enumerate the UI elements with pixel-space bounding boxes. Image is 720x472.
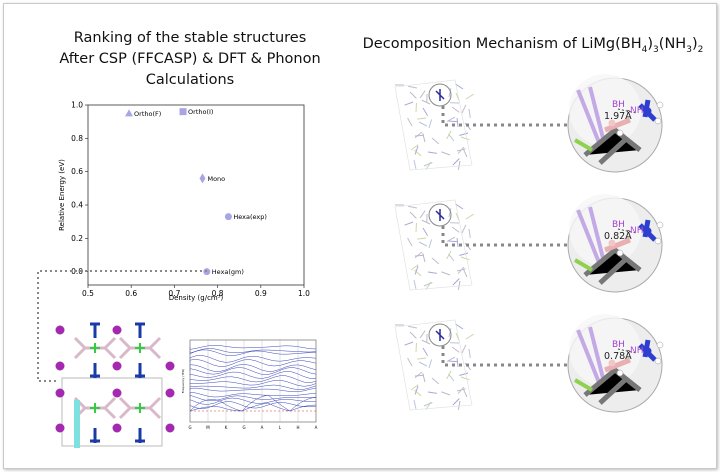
k-point-label: K bbox=[225, 425, 228, 430]
x-tick-label: 0.5 bbox=[82, 289, 94, 298]
left-title-line-2: After CSP (FFCASP) & DFT & Phonon bbox=[59, 51, 321, 67]
x-axis-label: Density (g/cm³) bbox=[169, 294, 224, 302]
bh-label: BH bbox=[612, 100, 625, 110]
data-point-label: Hexa(exp) bbox=[233, 213, 267, 221]
y-tick-label: 0.0 bbox=[71, 267, 83, 276]
title-text: Decomposition Mechanism of LiMg(BH bbox=[362, 36, 642, 52]
y-tick-label: 0.4 bbox=[71, 201, 83, 210]
focus-circle bbox=[428, 323, 452, 347]
data-point-label: Hexa(gm) bbox=[212, 268, 244, 276]
k-point-label: G bbox=[242, 425, 245, 430]
data-point-label: Ortho(I) bbox=[188, 108, 213, 116]
y-tick-label: 0.6 bbox=[71, 167, 83, 176]
bond-distance-line bbox=[617, 348, 637, 354]
bond-distance-label: 0.82Å bbox=[604, 230, 632, 242]
nh-label: NH bbox=[630, 226, 644, 236]
x-tick-label: 0.6 bbox=[125, 289, 137, 298]
k-point-label: A bbox=[261, 425, 264, 430]
acoustic-branch bbox=[189, 402, 317, 412]
bond-distance-line bbox=[617, 108, 637, 114]
data-point-ortho-f bbox=[125, 109, 134, 117]
data-point-ortho-i bbox=[179, 108, 187, 116]
k-point-label: A bbox=[315, 425, 318, 430]
unit-cell bbox=[61, 377, 163, 447]
phonon-band bbox=[189, 379, 317, 387]
x-tick-label: 0.7 bbox=[168, 289, 180, 298]
title-text: ) bbox=[647, 36, 654, 52]
y-axis-label: Relative Energy (eV) bbox=[58, 159, 66, 231]
title-text: (NH bbox=[658, 36, 687, 52]
snapshot-3: BH NH0.78Å bbox=[394, 314, 664, 413]
bond-distance-line bbox=[617, 228, 637, 234]
k-point-label: M bbox=[206, 425, 210, 430]
y-tick-label: 0.2 bbox=[71, 234, 83, 243]
phonon-band bbox=[189, 345, 317, 350]
k-point-label: H bbox=[296, 425, 299, 430]
snapshot-crystal bbox=[394, 199, 474, 291]
plot-frame bbox=[87, 104, 305, 286]
focus-circle bbox=[428, 203, 452, 227]
right-panel-title: Decomposition Mechanism of LiMg(BH4)3(NH… bbox=[358, 36, 708, 55]
snapshot-1: BH NH1.97Å bbox=[394, 74, 664, 173]
bh-label: BH bbox=[612, 220, 625, 230]
y-tick-label: 0.8 bbox=[71, 134, 83, 143]
nh-label: NH bbox=[630, 106, 644, 116]
magnified-sphere: BH NH0.82Å bbox=[567, 194, 664, 293]
title-subscript: 2 bbox=[697, 44, 704, 55]
phonon-band bbox=[189, 364, 317, 372]
nh-label: NH bbox=[630, 346, 644, 356]
left-title-line-3: Calculations bbox=[145, 72, 235, 88]
phonon-band bbox=[189, 375, 317, 383]
snapshot-crystal bbox=[394, 319, 474, 411]
magnified-sphere: BH NH0.78Å bbox=[567, 314, 664, 413]
data-point-label: Mono bbox=[207, 175, 225, 183]
bond-distance-label: 0.78Å bbox=[604, 350, 632, 362]
bh-label: BH bbox=[612, 340, 625, 350]
phonon-band bbox=[189, 397, 317, 405]
x-tick-label: 1.0 bbox=[298, 289, 310, 298]
left-title-line-1: Ranking of the stable structures bbox=[73, 30, 307, 46]
phonon-band bbox=[189, 391, 317, 398]
crystal-structure-image bbox=[55, 322, 175, 448]
phonon-ylabel: Frequency (THz) bbox=[181, 369, 185, 393]
data-point-hexa-exp bbox=[224, 213, 232, 221]
phonon-band bbox=[189, 359, 317, 367]
phonon-band bbox=[189, 349, 317, 356]
title-text: ) bbox=[691, 36, 698, 52]
acoustic-branch bbox=[189, 394, 317, 412]
phonon-band bbox=[189, 348, 317, 354]
data-point-label: Ortho(F) bbox=[134, 110, 161, 118]
bond-distance-label: 1.97Å bbox=[604, 110, 632, 122]
phonon-band bbox=[189, 355, 317, 363]
x-tick-label: 0.9 bbox=[255, 289, 267, 298]
focus-circle bbox=[428, 83, 452, 107]
title-subscript: 4 bbox=[641, 44, 648, 55]
k-point-label: L bbox=[279, 425, 282, 430]
y-tick-label: 1.0 bbox=[71, 101, 83, 110]
phonon-band bbox=[189, 387, 317, 392]
k-point-label: G bbox=[188, 425, 191, 430]
snapshot-2: BH NH0.82Å bbox=[394, 194, 664, 293]
snapshot-crystal bbox=[394, 79, 474, 171]
title-subscript: 3 bbox=[686, 44, 692, 55]
highlight-column bbox=[74, 400, 80, 448]
phonon-dispersion-plot: G M K G A L H A Frequency (THz) bbox=[181, 339, 318, 430]
phonon-band bbox=[189, 384, 317, 390]
x-tick-label: 0.8 bbox=[212, 289, 224, 298]
figure-frame bbox=[3, 3, 717, 469]
title-subscript: 3 bbox=[653, 44, 659, 55]
magnified-sphere: BH NH1.97Å bbox=[567, 74, 664, 173]
left-panel-title: Ranking of the stable structures After C… bbox=[40, 28, 340, 91]
data-point-mono bbox=[199, 173, 206, 184]
phonon-band bbox=[189, 367, 317, 375]
phonon-band bbox=[189, 371, 317, 379]
